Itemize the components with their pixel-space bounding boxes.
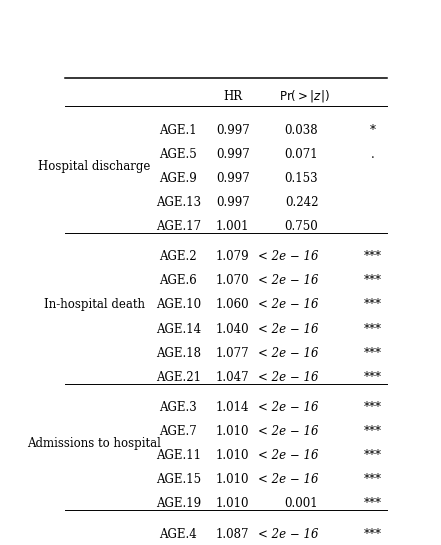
Text: AGE.13: AGE.13 (156, 196, 201, 209)
Text: < 2e − 16: < 2e − 16 (258, 401, 318, 414)
Text: AGE.5: AGE.5 (159, 148, 197, 161)
Text: AGE.3: AGE.3 (159, 401, 197, 414)
Text: < 2e − 16: < 2e − 16 (258, 274, 318, 287)
Text: 1.047: 1.047 (216, 371, 250, 384)
Text: 1.060: 1.060 (216, 299, 250, 311)
Text: ***: *** (364, 425, 382, 438)
Text: ***: *** (364, 347, 382, 360)
Text: In-hospital death: In-hospital death (44, 299, 145, 311)
Text: 1.010: 1.010 (216, 449, 250, 462)
Text: AGE.21: AGE.21 (156, 371, 201, 384)
Text: AGE.6: AGE.6 (159, 274, 197, 287)
Text: ***: *** (364, 528, 382, 541)
Text: $\mathrm{Pr}(>|z|)$: $\mathrm{Pr}(>|z|)$ (279, 88, 330, 105)
Text: 0.997: 0.997 (216, 148, 250, 161)
Text: ***: *** (364, 401, 382, 414)
Text: AGE.11: AGE.11 (156, 449, 201, 462)
Text: ***: *** (364, 323, 382, 336)
Text: < 2e − 16: < 2e − 16 (258, 425, 318, 438)
Text: < 2e − 16: < 2e − 16 (258, 250, 318, 263)
Text: 1.070: 1.070 (216, 274, 250, 287)
Text: 1.077: 1.077 (216, 347, 250, 360)
Text: AGE.14: AGE.14 (156, 323, 201, 336)
Text: 1.001: 1.001 (216, 220, 250, 233)
Text: 1.040: 1.040 (216, 323, 250, 336)
Text: ***: *** (364, 498, 382, 510)
Text: 1.087: 1.087 (216, 528, 250, 541)
Text: 0.001: 0.001 (285, 498, 318, 510)
Text: < 2e − 16: < 2e − 16 (258, 528, 318, 541)
Text: AGE.19: AGE.19 (156, 498, 201, 510)
Text: AGE.7: AGE.7 (159, 425, 197, 438)
Text: Admissions to hospital: Admissions to hospital (27, 437, 161, 450)
Text: ***: *** (364, 371, 382, 384)
Text: < 2e − 16: < 2e − 16 (258, 449, 318, 462)
Text: ***: *** (364, 473, 382, 486)
Text: 1.010: 1.010 (216, 425, 250, 438)
Text: ***: *** (364, 274, 382, 287)
Text: 0.997: 0.997 (216, 124, 250, 137)
Text: 0.750: 0.750 (284, 220, 318, 233)
Text: 0.038: 0.038 (285, 124, 318, 137)
Text: Hospital discharge: Hospital discharge (38, 160, 151, 173)
Text: *: * (370, 124, 376, 137)
Text: HR: HR (223, 90, 243, 103)
Text: AGE.2: AGE.2 (159, 250, 197, 263)
Text: < 2e − 16: < 2e − 16 (258, 323, 318, 336)
Text: AGE.9: AGE.9 (159, 172, 197, 185)
Text: ***: *** (364, 449, 382, 462)
Text: ***: *** (364, 299, 382, 311)
Text: < 2e − 16: < 2e − 16 (258, 347, 318, 360)
Text: AGE.10: AGE.10 (156, 299, 201, 311)
Text: AGE.17: AGE.17 (156, 220, 201, 233)
Text: < 2e − 16: < 2e − 16 (258, 371, 318, 384)
Text: ***: *** (364, 250, 382, 263)
Text: 1.010: 1.010 (216, 498, 250, 510)
Text: .: . (371, 148, 375, 161)
Text: AGE.18: AGE.18 (156, 347, 201, 360)
Text: 1.010: 1.010 (216, 473, 250, 486)
Text: 0.071: 0.071 (285, 148, 318, 161)
Text: AGE.4: AGE.4 (159, 528, 197, 541)
Text: < 2e − 16: < 2e − 16 (258, 473, 318, 486)
Text: < 2e − 16: < 2e − 16 (258, 299, 318, 311)
Text: 0.153: 0.153 (285, 172, 318, 185)
Text: AGE.15: AGE.15 (156, 473, 201, 486)
Text: 0.242: 0.242 (285, 196, 318, 209)
Text: 1.014: 1.014 (216, 401, 250, 414)
Text: 1.079: 1.079 (216, 250, 250, 263)
Text: AGE.1: AGE.1 (159, 124, 197, 137)
Text: 0.997: 0.997 (216, 196, 250, 209)
Text: 0.997: 0.997 (216, 172, 250, 185)
